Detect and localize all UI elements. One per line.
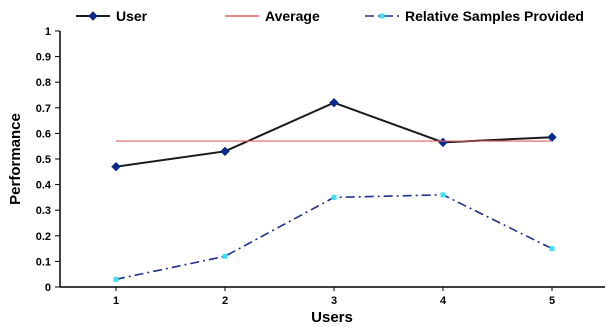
y-tick-label: 0.4 <box>36 180 52 192</box>
y-tick-label: 0.8 <box>36 77 51 89</box>
y-tick-label: 0 <box>45 282 51 294</box>
legend-item: Average <box>225 8 320 24</box>
x-tick-label: 5 <box>549 295 555 307</box>
series-relative-samples-provided <box>113 192 555 282</box>
series-line <box>115 101 553 168</box>
x-tick-label: 2 <box>222 295 228 307</box>
x-tick-label: 1 <box>113 295 119 307</box>
legend-label: User <box>116 8 148 24</box>
x-axis-title: Users <box>311 309 353 326</box>
x-tick-label: 4 <box>440 295 447 307</box>
data-point <box>547 132 557 142</box>
y-axis-title: Performance <box>7 113 24 205</box>
y-tick-label: 0.7 <box>36 103 51 115</box>
y-tick-label: 0.6 <box>36 128 51 140</box>
series-layer <box>111 97 557 282</box>
series-user <box>111 97 557 172</box>
y-axis-ticks: 0 0.1 0.2 0.3 0.4 0.5 0.6 0.7 0.8 0.9 1 <box>36 26 60 294</box>
data-point <box>222 253 228 259</box>
data-point <box>549 246 555 252</box>
legend-label: Average <box>265 8 320 24</box>
y-tick-label: 0.1 <box>36 256 51 268</box>
data-point <box>331 194 337 200</box>
data-point <box>438 137 448 148</box>
x-axis-ticks: 1 2 3 4 5 <box>113 287 555 307</box>
legend: User Average Relative Samples Provided <box>76 8 584 24</box>
y-tick-label: 0.9 <box>36 52 51 64</box>
axes <box>59 31 605 288</box>
data-point <box>111 161 121 172</box>
data-point <box>113 276 119 282</box>
x-tick-label: 3 <box>331 295 337 307</box>
data-point <box>329 97 339 108</box>
y-tick-label: 1 <box>45 26 51 38</box>
y-tick-label: 0.3 <box>36 205 51 217</box>
legend-marker <box>88 11 98 21</box>
legend-marker <box>379 13 385 19</box>
series-line <box>115 194 553 281</box>
legend-item: User <box>76 8 148 24</box>
y-tick-label: 0.5 <box>36 154 51 166</box>
legend-item: Relative Samples Provided <box>365 8 584 24</box>
data-point <box>440 192 446 198</box>
y-tick-label: 0.2 <box>36 231 51 243</box>
data-point <box>220 146 230 157</box>
legend-label: Relative Samples Provided <box>405 8 584 24</box>
